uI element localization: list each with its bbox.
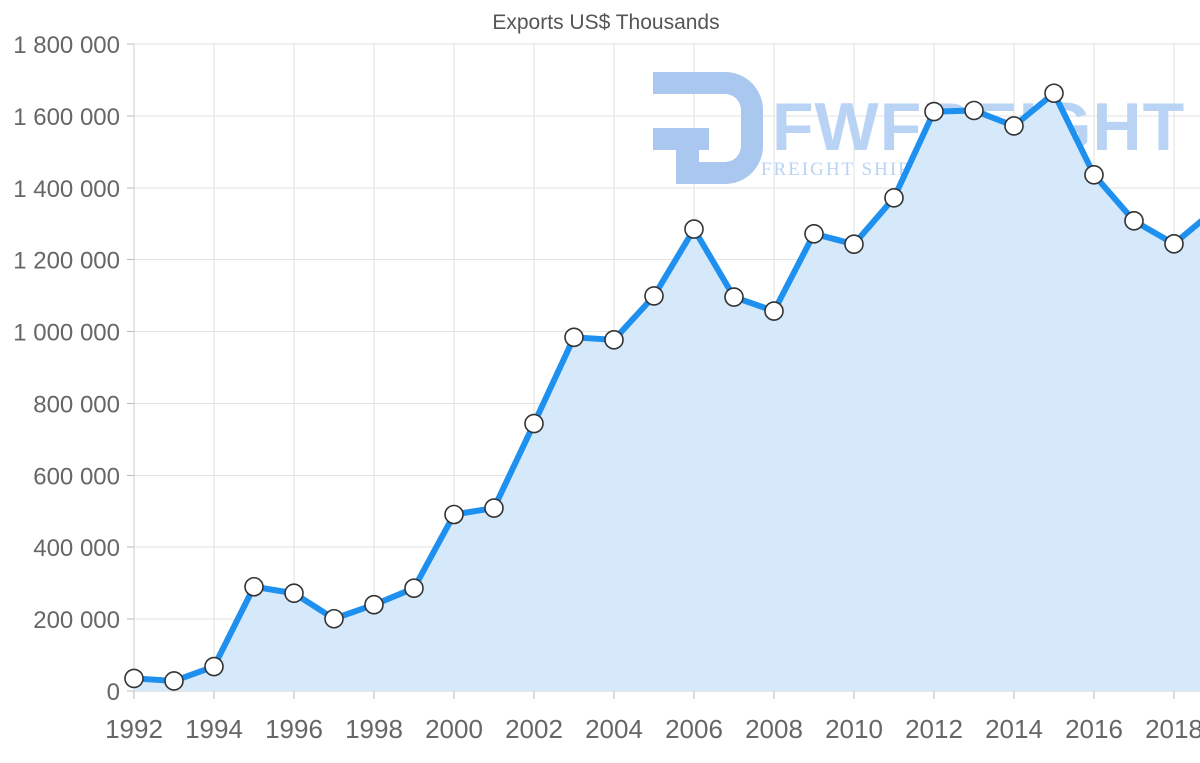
data-point-marker[interactable] xyxy=(764,301,784,321)
data-point-marker[interactable] xyxy=(204,656,224,677)
x-axis-tick-label: 2010 xyxy=(825,714,883,744)
data-point-marker[interactable] xyxy=(324,608,344,629)
data-point-marker[interactable] xyxy=(444,504,464,525)
data-point-marker[interactable] xyxy=(964,100,984,121)
x-axis-tick-label: 1998 xyxy=(345,714,403,744)
data-point-marker[interactable] xyxy=(244,576,264,597)
y-axis-tick-label: 800 000 xyxy=(33,391,120,418)
data-point-marker[interactable] xyxy=(1004,116,1024,136)
data-point-marker[interactable] xyxy=(1164,234,1184,254)
data-point-marker[interactable] xyxy=(884,188,904,208)
data-point-marker[interactable] xyxy=(1084,165,1104,185)
data-point-marker[interactable] xyxy=(284,583,304,604)
y-axis-tick-label: 200 000 xyxy=(33,607,120,634)
y-axis-tick-label: 1 600 000 xyxy=(13,104,120,131)
x-axis-tick-label: 2018 xyxy=(1145,714,1200,744)
x-axis-tick-label: 2016 xyxy=(1065,714,1123,744)
x-axis-tick-label: 2014 xyxy=(985,714,1043,744)
data-point-marker[interactable] xyxy=(1044,83,1064,104)
y-axis-tick-label: 600 000 xyxy=(33,463,120,490)
data-point-marker[interactable] xyxy=(724,287,744,307)
x-axis-tick-label: 2004 xyxy=(585,714,643,744)
data-point-marker[interactable] xyxy=(1124,211,1144,231)
y-axis-labels: 0 200 000 400 000 600 000 800 000 1 000 000 1 … xyxy=(13,32,120,706)
data-point-marker[interactable] xyxy=(924,101,944,122)
data-point-marker[interactable] xyxy=(404,578,424,599)
data-point-marker[interactable] xyxy=(124,668,144,689)
x-axis-tick-label: 1992 xyxy=(105,714,163,744)
series-area-fill xyxy=(134,93,1200,691)
data-point-marker[interactable] xyxy=(644,286,664,306)
x-axis-tick-label: 1996 xyxy=(265,714,323,744)
y-axis-tick-label: 1 200 000 xyxy=(13,248,120,275)
x-axis-tick-label: 2012 xyxy=(905,714,963,744)
data-point-marker[interactable] xyxy=(804,223,824,244)
x-axis-tick-label: 2006 xyxy=(665,714,723,744)
x-axis-tick-label: 2008 xyxy=(745,714,803,744)
y-axis-tick-label: 0 xyxy=(107,679,120,706)
series-line xyxy=(131,90,1200,684)
data-point-marker[interactable] xyxy=(564,327,584,348)
data-point-marker[interactable] xyxy=(844,234,864,255)
data-point-marker[interactable] xyxy=(484,498,504,518)
y-axis-tick-label: 1 800 000 xyxy=(13,32,120,59)
data-point-marker[interactable] xyxy=(364,594,384,615)
data-point-marker[interactable] xyxy=(524,413,544,434)
y-axis-tick-label: 400 000 xyxy=(33,535,120,562)
y-axis-tick-label: 1 000 000 xyxy=(13,320,120,347)
data-point-marker[interactable] xyxy=(604,330,624,350)
x-axis-tick-label: 1994 xyxy=(185,714,243,744)
chart-title: Exports US$ Thousands xyxy=(492,11,719,34)
x-axis-tick-label: 2000 xyxy=(425,714,483,744)
data-point-marker[interactable] xyxy=(684,219,704,239)
series-markers xyxy=(124,83,1184,691)
x-axis-tick-label: 2002 xyxy=(505,714,563,744)
data-point-marker[interactable] xyxy=(164,671,184,691)
fwfreight-logo-icon xyxy=(653,72,763,184)
x-axis-labels: 1992 1994 1996 1998 2000 2002 2004 2006 2008 2010… xyxy=(105,714,1200,744)
y-axis-tick-label: 1 400 000 xyxy=(13,176,120,203)
